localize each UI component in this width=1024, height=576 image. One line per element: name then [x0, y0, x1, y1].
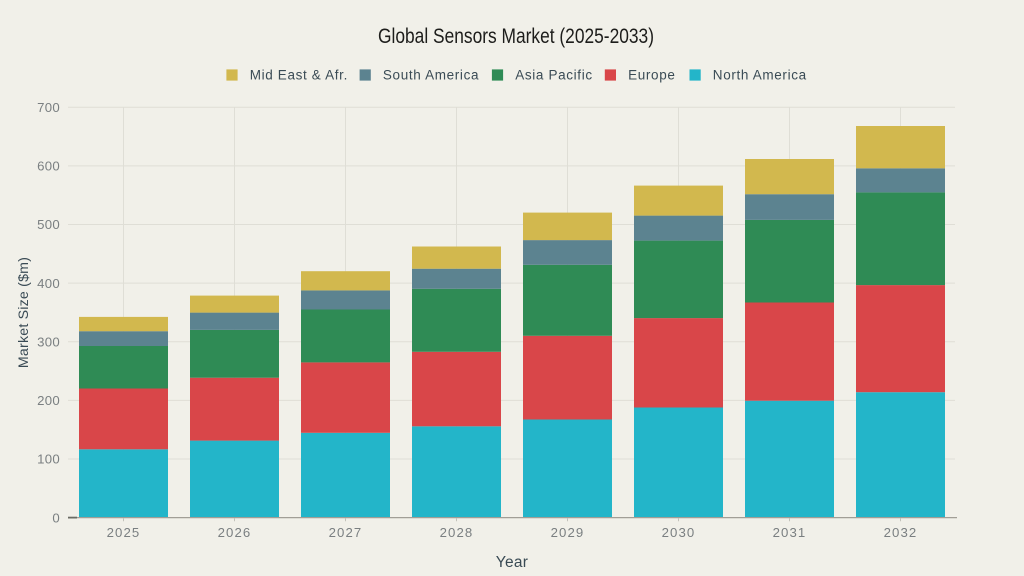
- svg-text:100: 100: [37, 452, 60, 467]
- svg-text:South America: South America: [383, 67, 479, 82]
- svg-text:2032: 2032: [884, 525, 918, 540]
- svg-text:2028: 2028: [440, 525, 474, 540]
- svg-text:2025: 2025: [107, 525, 141, 540]
- svg-text:600: 600: [37, 159, 60, 174]
- svg-text:Europe: Europe: [628, 67, 675, 82]
- svg-text:500: 500: [37, 217, 60, 232]
- svg-text:Mid East & Afr.: Mid East & Afr.: [250, 67, 348, 82]
- svg-text:2030: 2030: [662, 525, 696, 540]
- svg-text:400: 400: [37, 276, 60, 291]
- svg-text:Market Size ($m): Market Size ($m): [16, 257, 32, 368]
- svg-text:Asia Pacific: Asia Pacific: [515, 67, 593, 82]
- svg-text:700: 700: [37, 100, 60, 115]
- svg-text:Global Sensors Market (2025-20: Global Sensors Market (2025-2033): [378, 24, 654, 48]
- svg-text:2027: 2027: [329, 525, 363, 540]
- svg-text:2029: 2029: [551, 525, 585, 540]
- svg-text:300: 300: [37, 334, 60, 349]
- svg-text:North America: North America: [713, 67, 807, 82]
- svg-text:2026: 2026: [218, 525, 252, 540]
- svg-text:200: 200: [37, 393, 60, 408]
- svg-text:Year: Year: [496, 554, 529, 571]
- svg-text:2031: 2031: [773, 525, 807, 540]
- svg-text:0: 0: [52, 510, 60, 525]
